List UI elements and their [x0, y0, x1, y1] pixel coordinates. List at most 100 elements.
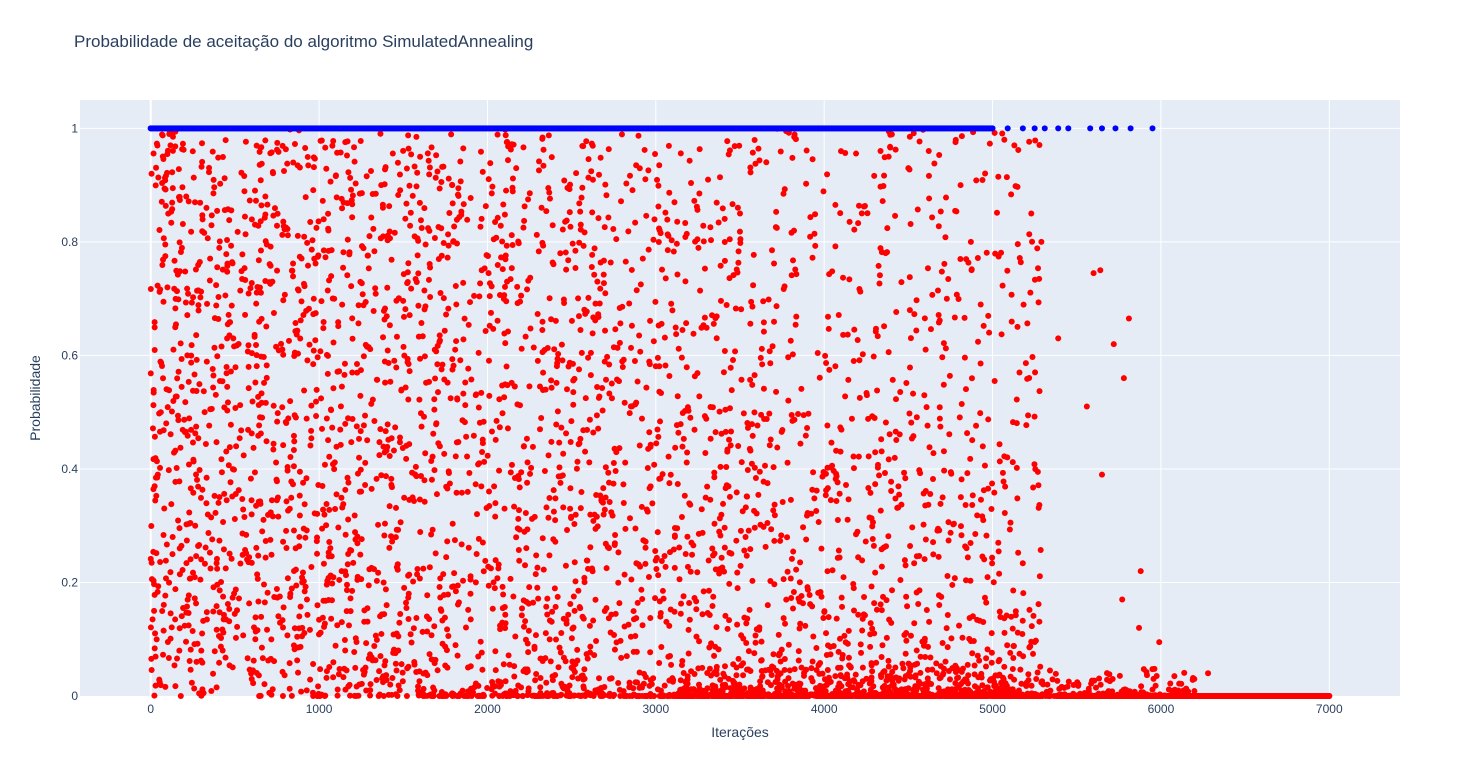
red-point	[169, 551, 176, 558]
red-point	[695, 244, 702, 251]
red-point	[815, 519, 822, 526]
red-point	[615, 679, 622, 686]
red-point	[946, 676, 953, 683]
red-point	[341, 636, 348, 643]
red-point	[421, 498, 428, 505]
red-point	[633, 648, 640, 655]
red-point	[338, 195, 345, 202]
red-point	[975, 338, 982, 345]
red-point	[193, 471, 200, 478]
red-point	[838, 426, 845, 433]
red-point	[457, 158, 464, 165]
red-point	[331, 466, 338, 473]
red-point	[202, 440, 209, 447]
red-point	[544, 611, 551, 618]
red-point	[262, 538, 269, 545]
red-point	[346, 251, 353, 258]
red-point	[572, 264, 579, 271]
red-point	[299, 569, 306, 576]
red-point	[856, 285, 863, 292]
red-point	[418, 319, 425, 326]
red-point	[216, 609, 223, 616]
red-point	[639, 596, 646, 603]
red-point	[561, 299, 568, 306]
red-point	[263, 374, 270, 381]
red-point	[194, 287, 201, 294]
red-point	[263, 241, 270, 248]
red-point	[287, 398, 294, 405]
red-point	[878, 654, 885, 661]
red-point	[183, 193, 190, 200]
red-point	[210, 584, 217, 591]
red-point	[660, 692, 667, 699]
red-point	[984, 684, 991, 691]
red-point	[425, 276, 432, 283]
red-point	[809, 254, 816, 261]
red-point	[570, 389, 577, 396]
red-point	[386, 235, 393, 242]
red-point	[253, 670, 260, 677]
red-point	[333, 443, 340, 450]
red-point	[738, 306, 745, 313]
red-point	[790, 605, 797, 612]
red-point	[899, 660, 906, 667]
red-point	[665, 142, 672, 149]
red-point	[364, 605, 371, 612]
red-point	[386, 503, 393, 510]
red-point	[889, 587, 896, 594]
red-point	[226, 444, 233, 451]
red-point	[637, 348, 644, 355]
red-point	[789, 154, 796, 161]
red-point	[503, 298, 510, 305]
red-point	[436, 337, 443, 344]
red-point	[526, 383, 533, 390]
red-point	[780, 576, 787, 583]
red-point	[638, 503, 645, 510]
red-point	[1030, 484, 1037, 491]
red-point	[548, 316, 555, 323]
red-point	[363, 687, 370, 694]
red-point	[467, 576, 474, 583]
red-point	[751, 372, 758, 379]
red-point	[307, 442, 314, 449]
red-point	[923, 607, 930, 614]
red-point	[295, 669, 302, 676]
red-point	[858, 210, 865, 217]
red-point	[559, 357, 566, 364]
red-point	[793, 566, 800, 573]
red-point	[538, 414, 545, 421]
red-point	[199, 630, 206, 637]
red-point	[771, 260, 778, 267]
red-point	[454, 396, 461, 403]
red-point	[763, 415, 770, 422]
red-point	[382, 164, 389, 171]
red-point	[151, 346, 158, 353]
red-point	[850, 357, 857, 364]
red-point	[1018, 680, 1025, 687]
red-point	[348, 283, 355, 290]
red-point	[737, 240, 744, 247]
red-point	[479, 539, 486, 546]
red-point	[438, 366, 445, 373]
red-point	[552, 517, 559, 524]
red-point	[224, 260, 231, 267]
red-point	[162, 186, 169, 193]
red-point	[334, 692, 341, 699]
red-point	[445, 242, 452, 249]
red-point	[766, 348, 773, 355]
red-point	[319, 614, 326, 621]
red-point	[342, 486, 349, 493]
red-point	[397, 611, 404, 618]
red-point	[228, 302, 235, 309]
red-point	[921, 638, 928, 645]
red-point	[268, 149, 275, 156]
red-point	[310, 164, 317, 171]
red-point	[748, 421, 755, 428]
red-point	[824, 666, 831, 673]
red-point	[691, 197, 698, 204]
red-point	[543, 679, 550, 686]
red-point	[585, 174, 592, 181]
red-point	[627, 633, 634, 640]
red-point	[879, 642, 886, 649]
red-point	[457, 178, 464, 185]
